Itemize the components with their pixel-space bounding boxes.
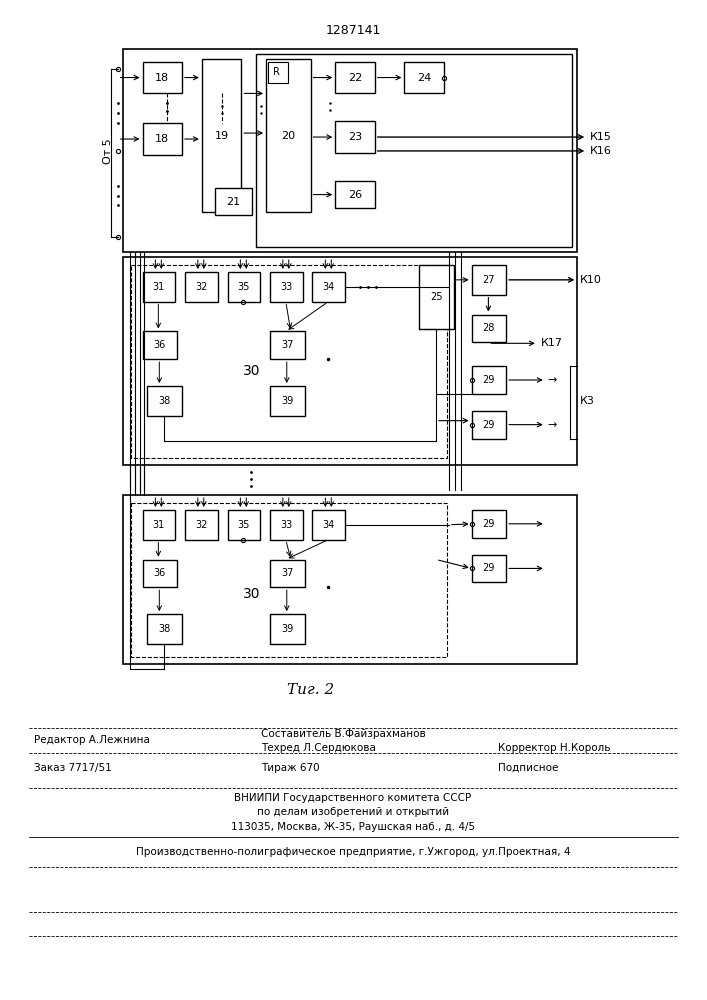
Bar [270,510,303,540]
Text: К16: К16 [590,146,612,156]
Bar [148,614,182,644]
Bar [472,555,506,582]
Text: 39: 39 [281,624,293,634]
Text: 33: 33 [280,520,293,530]
Text: 30: 30 [243,587,260,601]
Text: 36: 36 [153,340,166,350]
Bar [131,265,447,458]
Bar [201,59,241,212]
Bar [143,62,182,93]
Bar [143,123,182,155]
Bar [335,121,375,153]
Bar [472,411,506,439]
Text: К3: К3 [580,396,595,406]
Bar [312,272,345,302]
Text: 29: 29 [483,375,495,385]
Text: 18: 18 [156,73,170,83]
Text: 19: 19 [214,131,228,141]
Text: 29: 29 [483,519,495,529]
Text: Корректор Н.Король: Корректор Н.Король [498,743,611,753]
Text: 37: 37 [281,568,293,578]
Text: →: → [548,420,557,430]
Bar [215,188,252,215]
Text: 20: 20 [281,131,296,141]
Bar [143,560,177,587]
Text: 18: 18 [156,134,170,144]
Bar [404,62,444,93]
Text: К17: К17 [541,338,563,348]
Bar [123,495,578,664]
Text: 36: 36 [153,568,166,578]
Text: 23: 23 [348,132,362,142]
Bar [270,272,303,302]
Text: 31: 31 [153,282,165,292]
Bar [143,331,177,359]
Bar [123,49,578,252]
Bar [185,272,218,302]
Text: Заказ 7717/51: Заказ 7717/51 [34,763,112,773]
Text: по делам изобретений и открытий: по делам изобретений и открытий [257,807,449,817]
Bar [228,510,260,540]
Text: 24: 24 [417,73,431,83]
Bar [143,272,175,302]
Text: 35: 35 [238,282,250,292]
Text: ВНИИПИ Государственного комитета СССР: ВНИИПИ Государственного комитета СССР [235,793,472,803]
Text: 38: 38 [158,396,171,406]
Text: 33: 33 [280,282,293,292]
Text: 32: 32 [195,520,207,530]
Bar [185,510,218,540]
Text: 35: 35 [238,520,250,530]
Bar [148,386,182,416]
Text: Редактор А.Лежнина: Редактор А.Лежнина [34,735,150,745]
Text: Техред Л.Сердюкова: Техред Л.Сердюкова [261,743,376,753]
Text: Подписное: Подписное [498,763,559,773]
Bar [266,59,310,212]
Text: 34: 34 [322,282,335,292]
Text: 27: 27 [483,275,495,285]
Text: 37: 37 [281,340,293,350]
Text: →: → [548,375,557,385]
Text: Тираж 670: Тираж 670 [261,763,320,773]
Text: 22: 22 [348,73,362,83]
Bar [270,386,305,416]
Text: 1287141: 1287141 [325,24,380,37]
Text: R: R [273,67,280,77]
Bar [268,62,288,84]
Text: Τиг. 2: Τиг. 2 [287,683,334,697]
Bar [472,366,506,394]
Text: 31: 31 [153,520,165,530]
Text: Составитель В.Файзрахманов: Составитель В.Файзрахманов [261,729,426,739]
Bar [270,331,305,359]
Bar [123,257,578,465]
Text: 26: 26 [348,190,362,200]
Bar [312,510,345,540]
Bar [419,265,454,329]
Bar [131,503,447,657]
Text: 29: 29 [483,420,495,430]
Text: Производственно-полиграфическое предприятие, г.Ужгород, ул.Проектная, 4: Производственно-полиграфическое предприя… [136,847,571,857]
Bar [228,272,260,302]
Bar [270,614,305,644]
Text: 28: 28 [483,323,495,333]
Text: 25: 25 [431,292,443,302]
Bar [270,560,305,587]
Bar [256,54,573,247]
Text: 30: 30 [243,364,260,378]
Text: 32: 32 [195,282,207,292]
Bar [335,181,375,208]
Bar [472,265,506,295]
Bar [472,315,506,342]
Bar [143,510,175,540]
Text: 21: 21 [226,197,240,207]
Text: 39: 39 [281,396,293,406]
Text: 38: 38 [158,624,171,634]
Text: От 5: От 5 [103,138,113,164]
Text: 34: 34 [322,520,335,530]
Text: К15: К15 [590,132,612,142]
Bar [335,62,375,93]
Bar [472,510,506,538]
Text: К10: К10 [580,275,602,285]
Text: 29: 29 [483,563,495,573]
Text: 113035, Москва, Ж-35, Раушская наб., д. 4/5: 113035, Москва, Ж-35, Раушская наб., д. … [231,822,475,832]
